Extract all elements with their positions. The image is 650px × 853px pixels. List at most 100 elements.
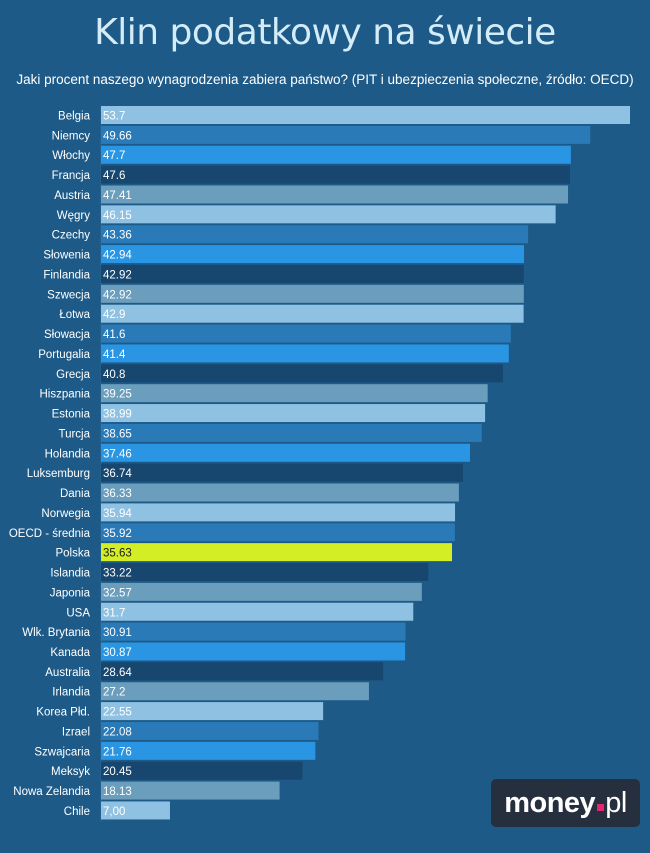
value-label: 53.7 bbox=[103, 111, 125, 123]
money-pl-logo: money pl bbox=[491, 779, 640, 827]
category-label: Irlandia bbox=[52, 687, 90, 699]
value-label: 33.22 bbox=[103, 568, 132, 580]
category-label: Japonia bbox=[50, 587, 91, 599]
bar bbox=[101, 463, 463, 482]
bar bbox=[101, 364, 503, 383]
bar bbox=[101, 404, 486, 423]
logo-dot-icon bbox=[597, 804, 605, 811]
bar bbox=[101, 106, 630, 124]
value-label: 40.8 bbox=[103, 369, 125, 381]
bar-row: Hiszpania 39.25 bbox=[40, 384, 488, 403]
bar-row: Grecja 40.8 bbox=[56, 364, 503, 383]
bar-row: Włochy 47.7 bbox=[52, 145, 571, 164]
bar bbox=[101, 781, 280, 800]
category-label: OECD - średnia bbox=[9, 528, 91, 540]
bar bbox=[101, 324, 511, 343]
category-label: Wlk. Brytania bbox=[22, 627, 90, 639]
category-label: Islandia bbox=[50, 568, 90, 580]
bar-row: Polska 35.63 bbox=[55, 543, 452, 562]
category-label: Luksemburg bbox=[27, 468, 90, 480]
bar-row: Turcja 38.65 bbox=[58, 423, 482, 442]
bar bbox=[101, 205, 556, 224]
value-label: 27.2 bbox=[103, 687, 125, 699]
bar-row: Wlk. Brytania 30.91 bbox=[22, 622, 406, 641]
value-label: 30.87 bbox=[103, 647, 132, 659]
bar-row: Irlandia 27.2 bbox=[52, 682, 369, 701]
bar-row: Szwajcaria 21.76 bbox=[34, 741, 316, 760]
bar bbox=[101, 721, 319, 740]
category-label: Portugalia bbox=[38, 349, 90, 361]
value-label: 47.41 bbox=[103, 190, 132, 202]
category-label: Norwegia bbox=[41, 508, 90, 520]
bar-row: Korea Płd. 22.55 bbox=[36, 702, 324, 721]
chart-subtitle: Jaki procent naszego wynagrodzenia zabie… bbox=[16, 72, 634, 87]
bar bbox=[101, 563, 429, 582]
bar bbox=[101, 741, 316, 760]
category-label: Chile bbox=[64, 806, 90, 818]
category-label: Włochy bbox=[52, 150, 90, 162]
bar-row: Austria 47.41 bbox=[54, 185, 569, 204]
value-label: 47.7 bbox=[103, 150, 125, 162]
bar bbox=[101, 503, 456, 522]
bar bbox=[101, 304, 524, 323]
category-label: Holandia bbox=[45, 448, 91, 460]
category-label: Turcja bbox=[58, 428, 90, 440]
category-label: USA bbox=[66, 607, 90, 619]
value-label: 36.33 bbox=[103, 488, 132, 500]
category-label: Meksyk bbox=[51, 766, 90, 778]
category-label: Słowenia bbox=[43, 250, 90, 262]
value-label: 28.64 bbox=[103, 667, 132, 679]
bar bbox=[101, 642, 406, 661]
bar bbox=[101, 423, 482, 442]
category-label: Grecja bbox=[56, 369, 90, 381]
bar bbox=[101, 483, 459, 502]
value-label: 21.76 bbox=[103, 746, 132, 758]
value-label: 43.36 bbox=[103, 230, 132, 242]
bar bbox=[101, 125, 591, 144]
bar-row: Łotwa 42.9 bbox=[59, 304, 524, 323]
value-label: 35.92 bbox=[103, 528, 132, 540]
value-label: 37.46 bbox=[103, 448, 132, 460]
category-label: Słowacja bbox=[44, 329, 91, 341]
category-label: Łotwa bbox=[59, 309, 90, 321]
category-label: Francja bbox=[52, 170, 91, 182]
bar-row: Portugalia 41.4 bbox=[38, 344, 509, 363]
category-label: Czechy bbox=[52, 230, 91, 242]
bar bbox=[101, 344, 509, 363]
value-label: 30.91 bbox=[103, 627, 132, 639]
bar bbox=[101, 264, 524, 283]
value-label: 18.13 bbox=[103, 786, 132, 798]
category-label: Izrael bbox=[62, 726, 90, 738]
value-label: 42.92 bbox=[103, 269, 132, 281]
category-label: Estonia bbox=[52, 409, 91, 421]
bar bbox=[101, 523, 455, 542]
bar-row: Izrael 22.08 bbox=[62, 721, 319, 740]
value-label: 7,00 bbox=[103, 806, 125, 818]
chart-title: Klin podatkowy na świecie bbox=[94, 12, 556, 53]
bar-row: Kanada 30.87 bbox=[50, 642, 406, 661]
bar-row: Słowacja 41.6 bbox=[44, 324, 511, 343]
category-label: Australia bbox=[45, 667, 90, 679]
bar-row: Islandia 33.22 bbox=[50, 563, 429, 582]
bar-row: Norwegia 35.94 bbox=[41, 503, 456, 522]
bar-row: Węgry 46.15 bbox=[57, 205, 556, 224]
value-label: 35.63 bbox=[103, 548, 132, 560]
category-label: Finlandia bbox=[43, 269, 90, 281]
value-label: 46.15 bbox=[103, 210, 132, 222]
category-label: Węgry bbox=[57, 210, 90, 222]
bar-row: Dania 36.33 bbox=[60, 483, 459, 502]
logo-suffix: pl bbox=[605, 787, 627, 819]
bar bbox=[101, 245, 525, 264]
value-label: 47.6 bbox=[103, 170, 125, 182]
value-label: 41.4 bbox=[103, 349, 126, 361]
bar-row: OECD - średnia 35.92 bbox=[9, 523, 455, 542]
bar-row: Słowenia 42.94 bbox=[43, 245, 525, 264]
bar bbox=[101, 284, 524, 303]
bar bbox=[101, 602, 414, 621]
value-label: 22.55 bbox=[103, 707, 132, 719]
bar bbox=[101, 443, 471, 462]
bar-row: Nowa Zelandia 18.13 bbox=[13, 781, 280, 800]
value-label: 36.74 bbox=[103, 468, 132, 480]
value-label: 38.99 bbox=[103, 409, 132, 421]
